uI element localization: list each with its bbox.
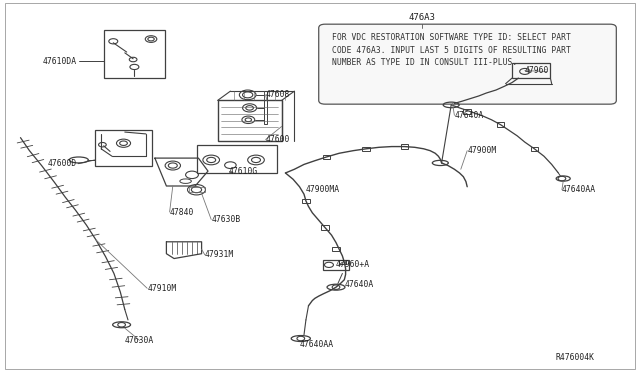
FancyBboxPatch shape — [319, 24, 616, 104]
Bar — [463, 109, 471, 114]
Text: 476A3: 476A3 — [409, 13, 436, 22]
Text: 47600D: 47600D — [47, 159, 77, 168]
Text: 47840: 47840 — [170, 208, 194, 217]
Bar — [95, 130, 152, 166]
Text: 47900MA: 47900MA — [306, 185, 340, 194]
Text: 47630A: 47630A — [125, 336, 154, 345]
Bar — [362, 147, 370, 151]
Text: 47640AA: 47640AA — [300, 340, 333, 349]
Text: 47640A: 47640A — [454, 111, 484, 120]
Text: 47931M: 47931M — [205, 250, 234, 259]
Bar — [104, 30, 165, 78]
Text: 47630B: 47630B — [211, 215, 241, 224]
Bar — [332, 247, 340, 251]
Bar — [302, 199, 310, 203]
Text: 47640AA: 47640AA — [562, 185, 596, 194]
Bar — [323, 260, 349, 270]
Bar — [323, 155, 330, 159]
Bar — [512, 63, 550, 78]
Text: 47610G: 47610G — [229, 167, 259, 176]
Text: 47610DA: 47610DA — [43, 57, 77, 66]
Text: 47900M: 47900M — [467, 146, 497, 155]
Text: 47910M: 47910M — [147, 284, 177, 293]
Bar — [339, 260, 346, 264]
Text: 47960: 47960 — [525, 66, 549, 75]
Text: 47600: 47600 — [266, 135, 290, 144]
Bar — [197, 145, 277, 173]
Text: 47640A: 47640A — [344, 280, 374, 289]
Bar — [401, 144, 408, 149]
Bar — [321, 225, 329, 230]
Bar — [531, 147, 538, 151]
Text: 47960+A: 47960+A — [336, 260, 370, 269]
Text: R476004K: R476004K — [556, 353, 595, 362]
Bar — [497, 122, 504, 127]
Text: 47608: 47608 — [266, 90, 290, 99]
Bar — [264, 91, 267, 124]
Bar — [189, 187, 205, 192]
Text: FOR VDC RESTORATION SOFTWARE TYPE ID: SELECT PART
CODE 476A3. INPUT LAST 5 DIGIT: FOR VDC RESTORATION SOFTWARE TYPE ID: SE… — [332, 33, 570, 67]
Bar — [218, 100, 282, 141]
